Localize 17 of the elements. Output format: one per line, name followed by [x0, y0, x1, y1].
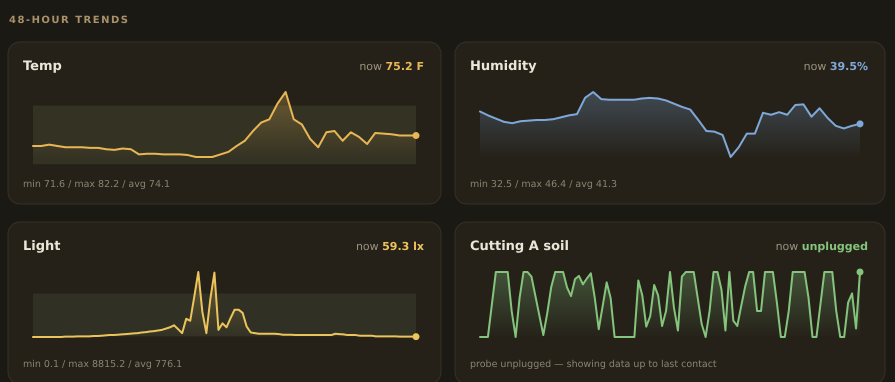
chart-title: Cutting A soil — [470, 239, 569, 254]
text: now — [776, 240, 802, 253]
text: unplugged — [802, 240, 868, 253]
text: min 32.5 / max 46.4 / avg 41.3 — [470, 179, 618, 190]
text: now — [804, 60, 830, 73]
text: now — [359, 60, 386, 73]
chart-title: Temp — [23, 59, 62, 74]
text: 39.5% — [830, 60, 868, 73]
text: 59.3 lx — [382, 240, 424, 253]
text: min 0.1 / max 8815.2 / avg 776.1 — [23, 359, 182, 370]
chart-title: Humidity — [470, 59, 538, 74]
text: now — [356, 240, 382, 253]
text: probe unplugged — showing data up to last contact — [470, 359, 717, 370]
chart-title: Light — [23, 239, 61, 254]
text: 48-HOUR TRENDS — [9, 15, 130, 26]
text: 75.2 F — [386, 60, 424, 73]
text: min 71.6 / max 82.2 / avg 74.1 — [23, 179, 170, 190]
